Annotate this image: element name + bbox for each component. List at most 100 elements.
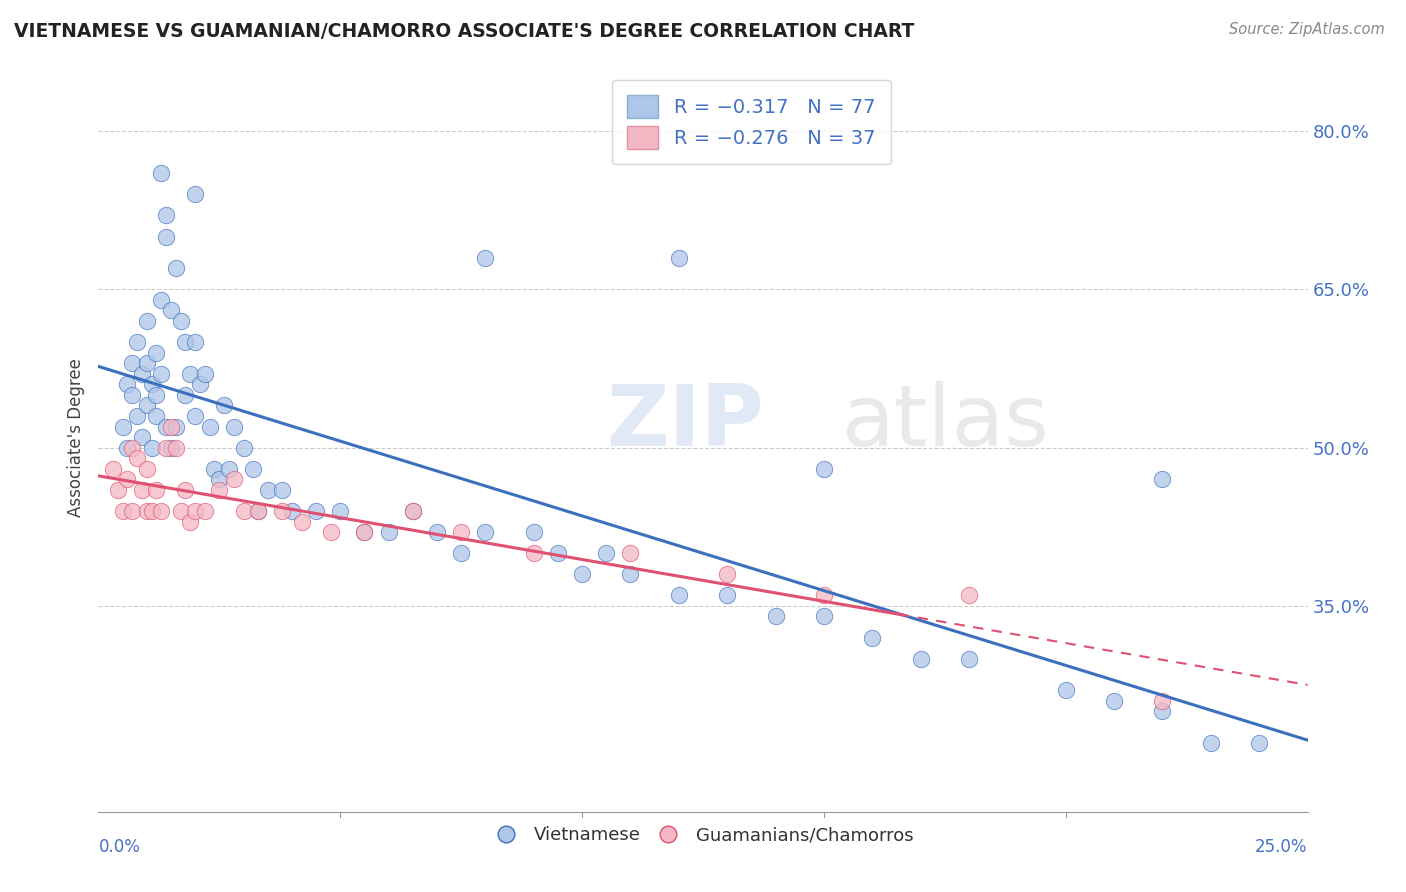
Point bbox=[174, 388, 197, 402]
Point bbox=[1102, 694, 1125, 708]
Point bbox=[121, 356, 143, 370]
Point bbox=[319, 524, 342, 539]
Point bbox=[305, 504, 328, 518]
Point bbox=[571, 567, 593, 582]
Point bbox=[247, 504, 270, 518]
Point bbox=[111, 419, 134, 434]
Point bbox=[160, 303, 183, 318]
Point bbox=[232, 441, 254, 455]
Point bbox=[402, 504, 425, 518]
Point bbox=[619, 567, 641, 582]
Point bbox=[174, 335, 197, 350]
Point bbox=[1152, 705, 1174, 719]
Point bbox=[111, 504, 134, 518]
Point bbox=[150, 367, 173, 381]
Point bbox=[290, 515, 312, 529]
Point bbox=[212, 399, 235, 413]
Point bbox=[353, 524, 375, 539]
Point bbox=[165, 441, 187, 455]
Point bbox=[813, 461, 835, 475]
Point bbox=[523, 524, 546, 539]
Text: Source: ZipAtlas.com: Source: ZipAtlas.com bbox=[1229, 22, 1385, 37]
Point bbox=[155, 441, 177, 455]
Point bbox=[141, 441, 163, 455]
Point bbox=[813, 609, 835, 624]
Point bbox=[1249, 736, 1271, 750]
Y-axis label: Associate's Degree: Associate's Degree bbox=[67, 358, 86, 516]
Point bbox=[450, 524, 472, 539]
Point bbox=[117, 441, 139, 455]
Point bbox=[668, 251, 690, 265]
Point bbox=[194, 504, 217, 518]
Point bbox=[256, 483, 278, 497]
Point bbox=[957, 651, 980, 665]
Point bbox=[204, 461, 226, 475]
Point bbox=[165, 261, 187, 276]
Point bbox=[169, 504, 191, 518]
Point bbox=[169, 314, 191, 328]
Point bbox=[1152, 694, 1174, 708]
Point bbox=[426, 524, 449, 539]
Point bbox=[813, 588, 835, 602]
Point bbox=[145, 388, 167, 402]
Point bbox=[208, 472, 231, 486]
Point bbox=[474, 251, 496, 265]
Point bbox=[179, 367, 201, 381]
Point bbox=[135, 314, 157, 328]
Point bbox=[155, 209, 177, 223]
Point bbox=[165, 419, 187, 434]
Text: VIETNAMESE VS GUAMANIAN/CHAMORRO ASSOCIATE'S DEGREE CORRELATION CHART: VIETNAMESE VS GUAMANIAN/CHAMORRO ASSOCIA… bbox=[14, 22, 914, 41]
Point bbox=[353, 524, 375, 539]
Point bbox=[716, 588, 738, 602]
Point bbox=[160, 441, 183, 455]
Point bbox=[150, 166, 173, 180]
Text: ZIP: ZIP bbox=[606, 381, 763, 464]
Point bbox=[145, 409, 167, 423]
Point bbox=[668, 588, 690, 602]
Legend: Vietnamese, Guamanians/Chamorros: Vietnamese, Guamanians/Chamorros bbox=[485, 819, 921, 851]
Point bbox=[127, 409, 149, 423]
Point bbox=[1152, 472, 1174, 486]
Point bbox=[127, 451, 149, 466]
Point bbox=[135, 356, 157, 370]
Point bbox=[135, 504, 157, 518]
Point bbox=[131, 483, 153, 497]
Point bbox=[155, 229, 177, 244]
Point bbox=[194, 367, 217, 381]
Text: 25.0%: 25.0% bbox=[1256, 838, 1308, 856]
Point bbox=[135, 461, 157, 475]
Point bbox=[271, 504, 294, 518]
Point bbox=[1054, 683, 1077, 698]
Point bbox=[117, 472, 139, 486]
Point bbox=[141, 377, 163, 392]
Point bbox=[242, 461, 264, 475]
Point bbox=[595, 546, 617, 560]
Point bbox=[188, 377, 211, 392]
Point bbox=[117, 377, 139, 392]
Point bbox=[247, 504, 270, 518]
Point bbox=[150, 504, 173, 518]
Point bbox=[218, 461, 240, 475]
Point bbox=[179, 515, 201, 529]
Point bbox=[135, 399, 157, 413]
Text: atlas: atlas bbox=[842, 381, 1050, 464]
Point bbox=[222, 472, 245, 486]
Point bbox=[957, 588, 980, 602]
Point bbox=[716, 567, 738, 582]
Point bbox=[150, 293, 173, 307]
Point bbox=[208, 483, 231, 497]
Point bbox=[121, 441, 143, 455]
Point bbox=[474, 524, 496, 539]
Point bbox=[184, 409, 207, 423]
Point bbox=[145, 483, 167, 497]
Point bbox=[281, 504, 304, 518]
Point bbox=[232, 504, 254, 518]
Point bbox=[329, 504, 352, 518]
Point bbox=[198, 419, 221, 434]
Point bbox=[547, 546, 569, 560]
Point bbox=[619, 546, 641, 560]
Point bbox=[450, 546, 472, 560]
Point bbox=[121, 388, 143, 402]
Point bbox=[910, 651, 932, 665]
Point bbox=[377, 524, 399, 539]
